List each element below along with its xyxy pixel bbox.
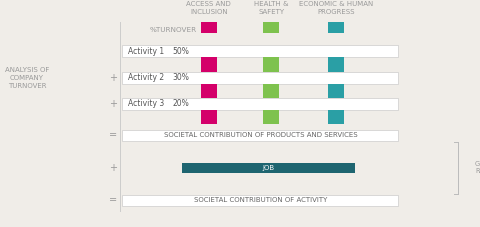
Text: %TURNOVER: %TURNOVER [150,27,197,32]
Text: Activity 1: Activity 1 [128,47,164,56]
Text: 50%: 50% [173,47,190,56]
Text: ANALYSIS OF
COMPANY
TURNOVER: ANALYSIS OF COMPANY TURNOVER [5,67,49,89]
Bar [201,110,217,124]
Bar [122,130,398,141]
Bar [263,57,279,72]
Text: +: + [109,99,117,109]
Bar [328,110,344,124]
Bar [122,72,398,84]
Text: +: + [109,73,117,83]
Bar [201,84,217,98]
Text: =: = [109,130,117,140]
Bar [201,57,217,72]
Text: Activity 3: Activity 3 [128,99,165,109]
Text: +: + [109,163,117,173]
Bar [182,163,355,173]
Text: SOCIETAL CONTRIBUTION OF PRODUCTS AND SERVICES: SOCIETAL CONTRIBUTION OF PRODUCTS AND SE… [164,132,357,138]
Bar [122,98,398,110]
Text: =: = [109,195,117,205]
Text: ECONOMIC & HUMAN
PROGRESS: ECONOMIC & HUMAN PROGRESS [299,1,373,15]
Bar [328,84,344,98]
Bar [328,57,344,72]
Bar [122,195,398,206]
Bar [328,22,344,33]
Text: 20%: 20% [173,99,190,109]
Bar [201,22,217,33]
Bar [263,110,279,124]
Text: HEALTH &
SAFETY: HEALTH & SAFETY [254,1,288,15]
Bar [122,45,398,57]
Bar [263,22,279,33]
Text: ACCESS AND
INCLUSION: ACCESS AND INCLUSION [186,1,231,15]
Text: 30%: 30% [173,73,190,82]
Text: SOCIETAL CONTRIBUTION OF ACTIVITY: SOCIETAL CONTRIBUTION OF ACTIVITY [194,197,327,203]
Text: GOOD JOBS
RATING: GOOD JOBS RATING [475,161,480,175]
Text: Activity 2: Activity 2 [128,73,164,82]
Bar [263,84,279,98]
Text: JOB: JOB [263,165,275,171]
